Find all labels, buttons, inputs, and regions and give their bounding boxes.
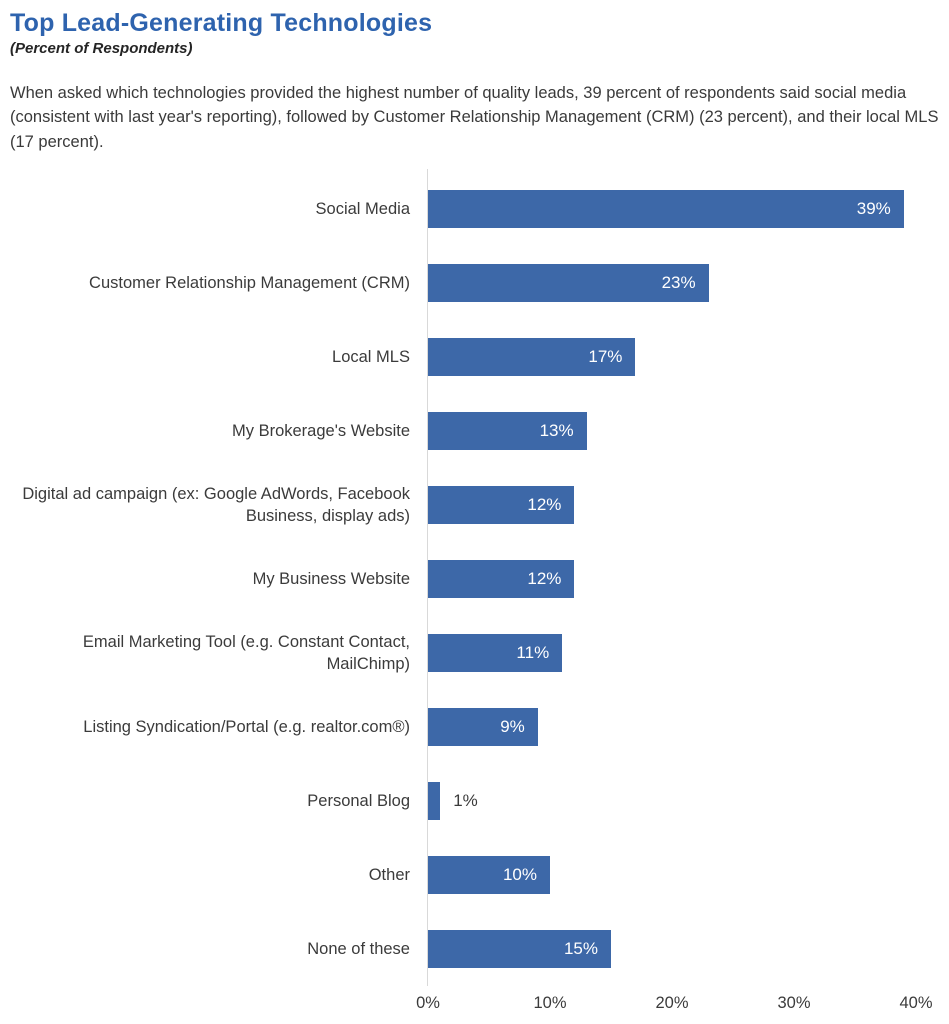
bar: 17%	[428, 337, 636, 376]
x-axis-tick-label: 0%	[416, 993, 440, 1012]
value-label: 9%	[500, 716, 525, 736]
chart-row: My Business Website 12%	[10, 542, 941, 616]
chart-row: Digital ad campaign (ex: Google AdWords,…	[10, 468, 941, 542]
chart-row: Customer Relationship Management (CRM) 23…	[10, 246, 941, 320]
value-label: 23%	[661, 272, 696, 292]
chart-row: None of these 15%	[10, 912, 941, 986]
x-axis-tick-label: 30%	[777, 993, 811, 1012]
chart-row: Personal Blog 1%	[10, 764, 941, 838]
value-label: 12%	[527, 568, 562, 588]
category-label: Local MLS	[332, 347, 410, 366]
value-label: 10%	[502, 864, 537, 884]
bar: 13%	[428, 411, 587, 450]
bar-track: 1%	[428, 781, 941, 820]
y-axis-line	[427, 168, 428, 986]
value-label: 11%	[516, 642, 550, 662]
value-label: 1%	[453, 790, 478, 810]
category-label: My Business Website	[252, 569, 410, 588]
x-axis-tick-label: 20%	[655, 993, 689, 1012]
bar: 12%	[428, 485, 575, 524]
bar-track: 12%	[428, 485, 941, 524]
chart-row: Email Marketing Tool (e.g. Constant Cont…	[10, 616, 941, 690]
x-axis: 0% 10% 20% 30% 40%	[10, 986, 941, 1018]
category-label: Digital ad campaign (ex: Google AdWords,…	[22, 484, 410, 525]
page-subtitle: (Percent of Respondents)	[10, 40, 193, 57]
bar: 9%	[428, 707, 538, 746]
bar-track: 9%	[428, 707, 941, 746]
value-label: 17%	[588, 346, 623, 366]
bar: 39%	[428, 189, 904, 228]
bar	[428, 781, 441, 820]
bar-track: 12%	[428, 559, 941, 598]
value-label: 13%	[539, 420, 574, 440]
chart-row: Local MLS 17%	[10, 320, 941, 394]
bar: 11%	[428, 633, 563, 672]
bar-track: 39%	[428, 189, 941, 228]
value-label: 39%	[856, 198, 891, 218]
category-label: Customer Relationship Management (CRM)	[89, 273, 410, 292]
bar-track: 17%	[428, 337, 941, 376]
category-label: Social Media	[315, 199, 410, 218]
chart-rows: Social Media 39% Customer Relationship Man…	[10, 168, 941, 986]
bar-track: 11%	[428, 633, 941, 672]
x-axis-tick-label: 40%	[899, 993, 933, 1012]
value-label: 12%	[527, 494, 562, 514]
description-paragraph: When asked which technologies provided t…	[10, 84, 939, 151]
category-label: Personal Blog	[307, 791, 410, 810]
chart-row: Other 10%	[10, 838, 941, 912]
bar: 12%	[428, 559, 575, 598]
category-label: Email Marketing Tool (e.g. Constant Cont…	[82, 632, 410, 673]
chart-row: Social Media 39%	[10, 172, 941, 246]
value-label: 15%	[563, 938, 598, 958]
bar: 10%	[428, 855, 550, 894]
category-label: My Brokerage's Website	[232, 421, 410, 440]
x-axis-tick-label: 10%	[533, 993, 567, 1012]
bar-track: 23%	[428, 263, 941, 302]
bar-track: 10%	[428, 855, 941, 894]
bar: 15%	[428, 929, 611, 968]
chart-row: My Brokerage's Website 13%	[10, 394, 941, 468]
bar-track: 15%	[428, 929, 941, 968]
bar-chart: Social Media 39% Customer Relationship Man…	[10, 168, 941, 1018]
category-label: Listing Syndication/Portal (e.g. realtor…	[83, 717, 410, 736]
page-title: Top Lead-Generating Technologies	[10, 9, 433, 37]
bar: 23%	[428, 263, 709, 302]
bar-track: 13%	[428, 411, 941, 450]
category-label: None of these	[307, 939, 410, 958]
chart-row: Listing Syndication/Portal (e.g. realtor…	[10, 690, 941, 764]
category-label: Other	[368, 865, 410, 884]
